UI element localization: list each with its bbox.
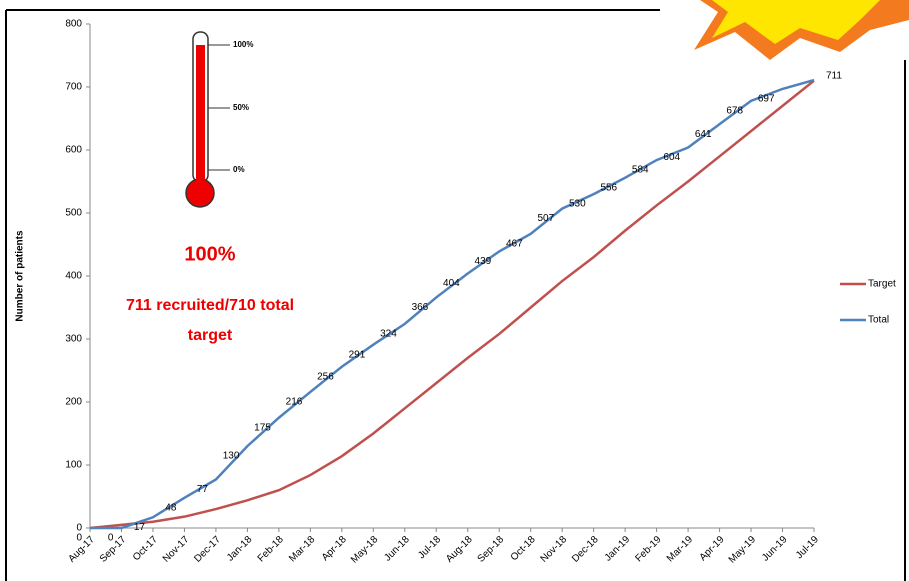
thermometer-label: 50% (233, 103, 249, 112)
thermometer: 100% 50% 0% (185, 31, 253, 208)
data-label: 216 (286, 397, 303, 408)
y-tick-label: 500 (65, 208, 82, 219)
legend-label: Target (868, 279, 896, 290)
thermometer-label: 0% (233, 165, 245, 174)
data-label: 324 (380, 329, 397, 340)
data-label: 604 (663, 152, 680, 163)
data-label: 17 (134, 522, 146, 533)
data-label: 256 (317, 371, 334, 382)
data-label: 711 (826, 71, 842, 82)
data-label: 678 (726, 106, 743, 117)
data-label: 0 (76, 533, 82, 544)
recruited-annotation: 711 recruited/710 total (126, 297, 294, 314)
data-label: 439 (475, 256, 492, 267)
data-label: 697 (758, 94, 775, 105)
data-label: 77 (197, 484, 209, 495)
y-tick-label: 700 (65, 82, 82, 93)
data-label: 584 (632, 165, 649, 176)
data-label: 366 (412, 302, 429, 313)
y-axis-label: Number of patients (15, 230, 26, 322)
thermometer-fill (196, 45, 205, 185)
data-label: 48 (165, 502, 177, 513)
y-tick-label: 0 (76, 523, 82, 534)
data-label: 0 (108, 533, 114, 544)
y-tick-label: 300 (65, 334, 82, 345)
y-tick-label: 600 (65, 145, 82, 156)
data-label: 467 (506, 238, 523, 249)
y-tick-label: 100 (65, 460, 82, 471)
percent-annotation: 100% (184, 243, 235, 265)
star-inner (712, 0, 880, 44)
y-tick-label: 400 (65, 271, 82, 282)
data-label: 175 (254, 422, 271, 433)
data-label: 507 (537, 213, 554, 224)
data-label: 530 (569, 199, 586, 210)
thermometer-label: 100% (233, 40, 253, 49)
y-tick-label: 800 (65, 19, 82, 30)
data-label: 641 (695, 129, 712, 140)
data-label: 404 (443, 278, 460, 289)
data-label: 291 (349, 349, 366, 360)
data-label: 556 (600, 182, 617, 193)
series-line (90, 78, 815, 530)
data-label: 130 (223, 451, 240, 462)
legend-label: Total (868, 315, 889, 326)
y-tick-label: 200 (65, 397, 82, 408)
target-annotation: target (188, 327, 233, 344)
series-line (89, 79, 815, 530)
